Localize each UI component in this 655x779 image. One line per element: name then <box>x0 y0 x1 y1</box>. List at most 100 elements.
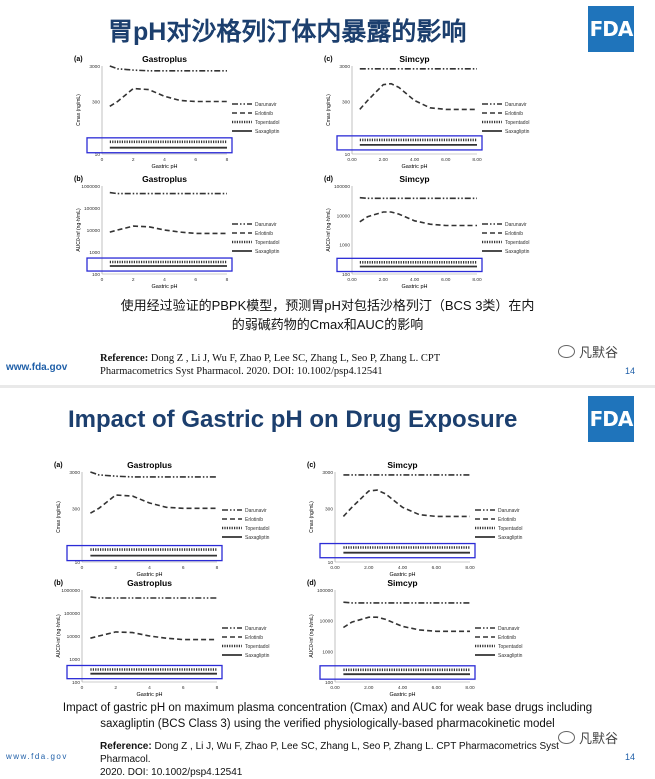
series-line-erlotinib <box>359 82 477 111</box>
y-tick-label: 3000 <box>322 470 333 476</box>
y-tick-label: 10 <box>75 560 81 566</box>
x-tick-label: 6.00 <box>441 277 451 283</box>
slide-chinese: 胃pH对沙格列汀体内暴露的影响 FDA (a) Gastroplus Cmax (n… <box>0 0 655 386</box>
reference: Reference: Dong Z , Li J, Wu F, Zhao P, … <box>100 352 540 378</box>
series-line-darunavir <box>359 196 477 200</box>
y-tick-label: 10000 <box>67 634 81 640</box>
x-tick-label: 8.00 <box>472 157 482 163</box>
legend-entry: Darunavir <box>505 222 527 228</box>
legend-entry: Saxagliptin <box>245 535 270 541</box>
panel-title: Simcyp <box>399 54 429 64</box>
legend-entry: Topentadol <box>255 120 279 126</box>
panel-label: (c) <box>324 56 333 63</box>
y-axis-label: AUC0-inf (ng·h/mL) <box>56 614 62 658</box>
y-tick-label: 100 <box>325 680 333 686</box>
x-tick-label: 4 <box>163 277 166 283</box>
x-axis-label: Gastric pH <box>402 284 428 290</box>
y-axis-label: Cmax (ng/mL) <box>76 94 82 126</box>
series-line-erlotinib <box>90 494 217 514</box>
fda-website-link[interactable]: www.fda.gov <box>6 752 68 761</box>
y-tick-label: 10000 <box>337 213 351 219</box>
highlight-box <box>319 542 476 559</box>
legend-entry: Darunavir <box>255 222 277 228</box>
y-tick-label: 1000 <box>339 243 350 249</box>
caption-line-2: 的弱碱药物的Cmax和AUC的影响 <box>231 317 424 332</box>
reference-text-2: Pharmacometrics Syst Pharmacol. 2020. DO… <box>100 366 383 377</box>
y-axis-label: Cmax (ng/mL) <box>56 501 62 533</box>
panel-label: (b) <box>54 580 63 587</box>
legend-entry: Erlotinib <box>498 517 516 523</box>
panel-title: Gastroplus <box>127 578 172 588</box>
x-tick-label: 8 <box>226 157 229 163</box>
highlight-box <box>319 665 476 680</box>
legend-entry: Erlotinib <box>245 635 263 641</box>
highlight-box <box>86 137 233 154</box>
chart-panel-b: (b) Gastroplus AUC0-inf (ng·h/mL) Gastric p… <box>74 174 280 290</box>
legend-entry: Darunavir <box>245 508 267 514</box>
legend-entry: Darunavir <box>245 626 267 632</box>
x-tick-label: 6.00 <box>441 157 451 163</box>
y-tick-label: 1000000 <box>61 588 80 594</box>
x-axis-label: Gastric pH <box>137 692 163 698</box>
series-line-darunavir <box>109 191 227 195</box>
legend-entry: Topentadol <box>245 644 269 650</box>
legend-entry: Erlotinib <box>245 517 263 523</box>
x-tick-label: 4 <box>163 157 166 163</box>
panel-label: (a) <box>54 462 63 469</box>
x-tick-label: 4 <box>148 685 151 691</box>
fda-logo: FDA <box>588 6 634 52</box>
y-tick-label: 1000 <box>69 657 80 663</box>
y-tick-label: 10000 <box>320 619 334 625</box>
series-line-erlotinib <box>359 211 477 227</box>
x-tick-label: 8 <box>226 277 229 283</box>
reference-text-1: Dong Z , Li J, Wu F, Zhao P, Lee SC, Zha… <box>100 741 559 765</box>
x-tick-label: 6 <box>182 565 185 571</box>
legend-entry: Saxagliptin <box>245 653 270 659</box>
wechat-icon <box>558 345 575 358</box>
highlight-box <box>336 135 483 151</box>
x-tick-label: 0.00 <box>330 565 340 571</box>
x-tick-label: 2 <box>114 685 117 691</box>
y-tick-label: 100000 <box>317 588 333 594</box>
x-tick-label: 2.00 <box>364 685 374 691</box>
series-line-erlotinib <box>90 631 217 641</box>
wechat-icon <box>558 731 575 744</box>
x-tick-label: 6.00 <box>432 685 442 691</box>
reference-label: Reference: <box>100 353 149 364</box>
watermark: 凡默谷 <box>558 728 618 747</box>
y-tick-label: 1000000 <box>81 184 100 190</box>
y-tick-label: 100 <box>92 272 100 278</box>
caption-line-2: saxagliptin (BCS Class 3) using the veri… <box>100 718 555 730</box>
reference: Reference: Dong Z , Li J, Wu F, Zhao P, … <box>100 740 610 779</box>
x-tick-label: 8.00 <box>465 685 475 691</box>
x-tick-label: 0 <box>81 565 84 571</box>
caption-line-1: Impact of gastric pH on maximum plasma c… <box>62 702 593 714</box>
y-tick-label: 100000 <box>84 206 100 212</box>
y-tick-label: 300 <box>72 506 80 512</box>
x-axis-label: Gastric pH <box>390 572 416 578</box>
highlight-box <box>86 257 233 272</box>
y-tick-label: 1000 <box>322 649 333 655</box>
panel-title: Gastroplus <box>127 460 172 470</box>
x-tick-label: 4.00 <box>398 685 408 691</box>
slide-caption: 使用经过验证的PBPK模型，预测胃pH对包括沙格列汀（BCS 3类）在内 的弱碱… <box>20 296 635 334</box>
legend-entry: Darunavir <box>505 102 527 108</box>
x-tick-label: 8 <box>216 565 219 571</box>
y-tick-label: 10000 <box>87 228 101 234</box>
x-axis-label: Gastric pH <box>152 284 178 290</box>
legend-entry: Topentadol <box>255 240 279 246</box>
legend-entry: Darunavir <box>255 102 277 108</box>
series-line-darunavir <box>90 471 217 478</box>
legend-entry: Erlotinib <box>255 111 273 117</box>
chart-panel-a: (a) Gastroplus Cmax (ng/mL) Gastric pH 10 300… <box>54 460 270 578</box>
reference-text-2: 2020. DOI: 10.1002/psp4.12541 <box>100 767 243 778</box>
x-axis-label: Gastric pH <box>137 572 163 578</box>
series-line-darunavir <box>90 596 217 599</box>
y-tick-label: 100000 <box>64 611 80 617</box>
y-tick-label: 10 <box>95 152 101 158</box>
slide-title: Impact of Gastric pH on Drug Exposure <box>68 406 518 433</box>
panel-label: (d) <box>307 580 316 587</box>
series-line-darunavir <box>343 601 470 604</box>
fda-website-link[interactable]: www.fda.gov <box>6 362 68 373</box>
panel-title: Gastroplus <box>142 54 187 64</box>
